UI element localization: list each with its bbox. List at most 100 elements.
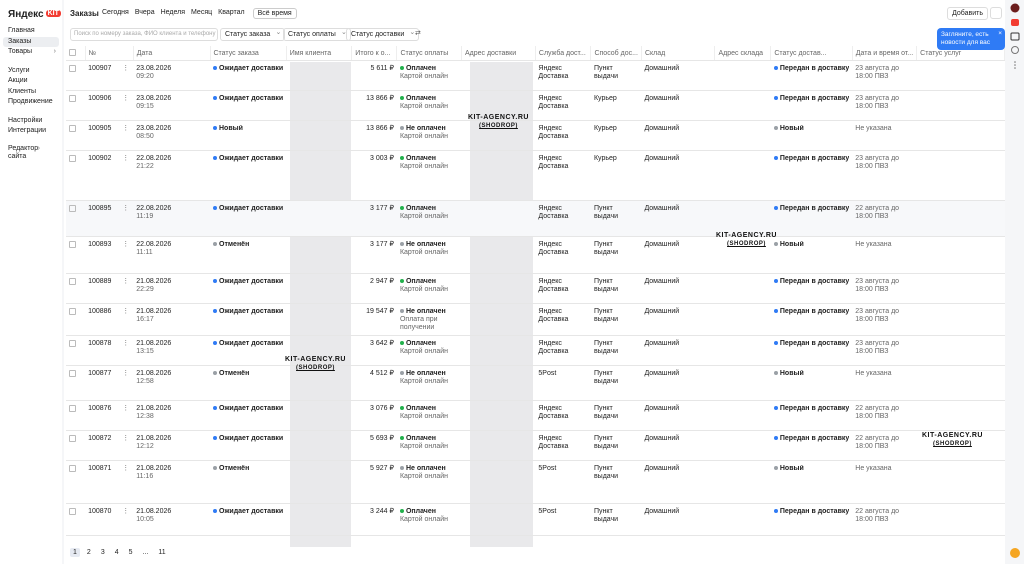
- menu-item[interactable]: Настройки: [8, 116, 43, 124]
- chat-icon[interactable]: [1005, 544, 1024, 564]
- menu-item[interactable]: Редактор сайта: [0, 145, 46, 161]
- menu-item[interactable]: Товары: [0, 47, 62, 58]
- cell: [714, 335, 771, 366]
- help-icon[interactable]: [1011, 46, 1019, 54]
- order-row[interactable]: 100886 ⋮ 21.08.2026 16:17 Ожидает доставки 19…: [66, 303, 1005, 336]
- order-total: 2 947 ₽: [370, 278, 394, 285]
- period-button[interactable]: Квартал: [218, 9, 245, 16]
- period-button[interactable]: Месяц: [191, 9, 213, 16]
- orders-table: № Дата Статус заказа Имя клиента Итого к о..…: [66, 46, 1005, 536]
- period-button[interactable]: Всё время: [252, 8, 297, 19]
- row-menu[interactable]: ⋮: [122, 125, 130, 132]
- payment-status-text: Оплачен: [405, 205, 436, 212]
- filter-select[interactable]: Статус оплаты: [283, 27, 351, 41]
- checkbox[interactable]: [69, 125, 76, 132]
- page-link[interactable]: 5: [128, 549, 133, 556]
- checkbox[interactable]: [69, 405, 76, 412]
- period-button[interactable]: Сегодня: [102, 9, 129, 16]
- checkbox[interactable]: [69, 65, 76, 72]
- page-link[interactable]: ...: [142, 549, 149, 556]
- checkbox[interactable]: [69, 370, 76, 377]
- checkbox[interactable]: [69, 155, 76, 162]
- swap-icon[interactable]: ⇄: [415, 30, 421, 37]
- checkbox[interactable]: [69, 340, 76, 347]
- cell: [286, 90, 352, 121]
- menu-item[interactable]: Заказы: [3, 36, 59, 47]
- page-link[interactable]: 3: [100, 549, 105, 556]
- row-menu[interactable]: ⋮: [122, 205, 130, 212]
- order-row[interactable]: 100902 ⋮ 22.08.2026 21:22 Ожидает доставки 3 …: [66, 150, 1005, 201]
- row-menu[interactable]: ⋮: [122, 435, 130, 442]
- menu-item[interactable]: Клиенты: [8, 87, 37, 95]
- menu-item[interactable]: Акции: [8, 77, 28, 84]
- cell: [286, 400, 352, 431]
- page-link[interactable]: 2: [86, 549, 91, 556]
- payment-method: Картой онлайн: [399, 378, 449, 385]
- row-menu[interactable]: ⋮: [122, 95, 130, 102]
- order-row[interactable]: 100877 ⋮ 21.08.2026 12:58 Отменён 4 512 ₽ Не о…: [66, 365, 1005, 401]
- order-row[interactable]: 100872 ⋮ 21.08.2026 12:12 Ожидает доставки 5 …: [66, 430, 1005, 461]
- row-menu[interactable]: ⋮: [122, 278, 130, 285]
- checkbox[interactable]: [69, 95, 76, 102]
- cell: [916, 365, 1005, 401]
- checkbox[interactable]: [69, 508, 76, 515]
- period-button[interactable]: Вчера: [134, 9, 155, 16]
- order-row[interactable]: 100889 ⋮ 21.08.2026 22:29 Ожидает доставки 2 …: [66, 273, 1005, 304]
- checkbox[interactable]: [69, 278, 76, 285]
- column-header: Склад: [641, 46, 716, 61]
- page-link[interactable]: 4: [114, 549, 119, 556]
- checkbox[interactable]: [69, 48, 76, 56]
- menu-item[interactable]: Услуги: [8, 66, 30, 74]
- row-menu[interactable]: ⋮: [122, 241, 130, 248]
- search-input[interactable]: Поиск по номеру заказа, ФИО клиента и те…: [70, 28, 218, 41]
- page-link[interactable]: 11: [158, 549, 166, 556]
- row-menu[interactable]: ⋮: [122, 465, 130, 472]
- order-status: Ожидает доставки: [213, 308, 283, 316]
- period-button[interactable]: Неделя: [160, 9, 186, 16]
- order-row[interactable]: 100878 ⋮ 21.08.2026 13:15 Ожидает доставки 3 …: [66, 335, 1005, 366]
- row-menu[interactable]: ⋮: [122, 370, 130, 377]
- cell: Ожидает доставки: [210, 60, 287, 91]
- menu-item[interactable]: Продвижение: [8, 98, 53, 105]
- order-row[interactable]: 100893 ⋮ 22.08.2026 11:11 Отменён 3 177 ₽ Не о…: [66, 236, 1005, 274]
- cell: 3 177 ₽: [351, 200, 397, 237]
- download-button[interactable]: [990, 7, 1002, 19]
- filter-select[interactable]: Статус доставки: [346, 27, 420, 41]
- checkbox[interactable]: [69, 465, 76, 472]
- cell: Пункт выдачи: [590, 460, 642, 504]
- order-row[interactable]: 100906 ⋮ 23.08.2026 09:15 Ожидает доставки 13…: [66, 90, 1005, 121]
- order-row[interactable]: 100870 ⋮ 21.08.2026 10:05 Ожидает доставки 3 …: [66, 503, 1005, 536]
- row-menu[interactable]: ⋮: [122, 405, 130, 412]
- news-tooltip[interactable]: Загляните, есть новости для вас: [937, 28, 1005, 50]
- checkbox[interactable]: [69, 435, 76, 442]
- filter-select[interactable]: Статус заказа: [220, 27, 286, 41]
- avatar[interactable]: [1010, 3, 1020, 13]
- bell-icon[interactable]: [1011, 19, 1019, 26]
- order-row[interactable]: 100871 ⋮ 21.08.2026 11:16 Отменён 5 927 ₽ Не о…: [66, 460, 1005, 504]
- cell: [286, 120, 352, 151]
- add-button[interactable]: Добавить: [947, 7, 988, 20]
- status-dot: [773, 341, 778, 345]
- column-header: Дата: [133, 46, 211, 61]
- row-menu[interactable]: ⋮: [122, 155, 130, 162]
- order-row[interactable]: 100895 ⋮ 22.08.2026 11:19 Ожидает доставки 3 …: [66, 200, 1005, 237]
- row-menu[interactable]: ⋮: [122, 65, 130, 72]
- cell: Яндекс Доставка: [535, 200, 591, 237]
- page-link[interactable]: 1: [70, 548, 80, 557]
- menu-item[interactable]: Главная: [8, 27, 35, 34]
- row-menu[interactable]: ⋮: [122, 308, 130, 315]
- order-total: 4 512 ₽: [370, 370, 394, 377]
- cell: [714, 365, 771, 401]
- order-row[interactable]: 100905 ⋮ 23.08.2026 08:50 Новый 13 866 ₽ Не оп…: [66, 120, 1005, 151]
- checkbox[interactable]: [69, 241, 76, 248]
- cell: Домашний: [641, 503, 715, 536]
- row-menu[interactable]: ⋮: [122, 508, 130, 515]
- checkbox[interactable]: [69, 205, 76, 212]
- order-row[interactable]: 100876 ⋮ 21.08.2026 12:38 Ожидает доставки 3 …: [66, 400, 1005, 431]
- menu-item[interactable]: Интеграции: [8, 127, 47, 134]
- checkbox[interactable]: [69, 308, 76, 315]
- delivery-service: 5Post: [538, 370, 557, 377]
- shop-icon[interactable]: [1010, 32, 1020, 41]
- order-row[interactable]: 100907 ⋮ 23.08.2026 09:20 Ожидает доставки 5 …: [66, 60, 1005, 91]
- row-menu[interactable]: ⋮: [122, 340, 130, 347]
